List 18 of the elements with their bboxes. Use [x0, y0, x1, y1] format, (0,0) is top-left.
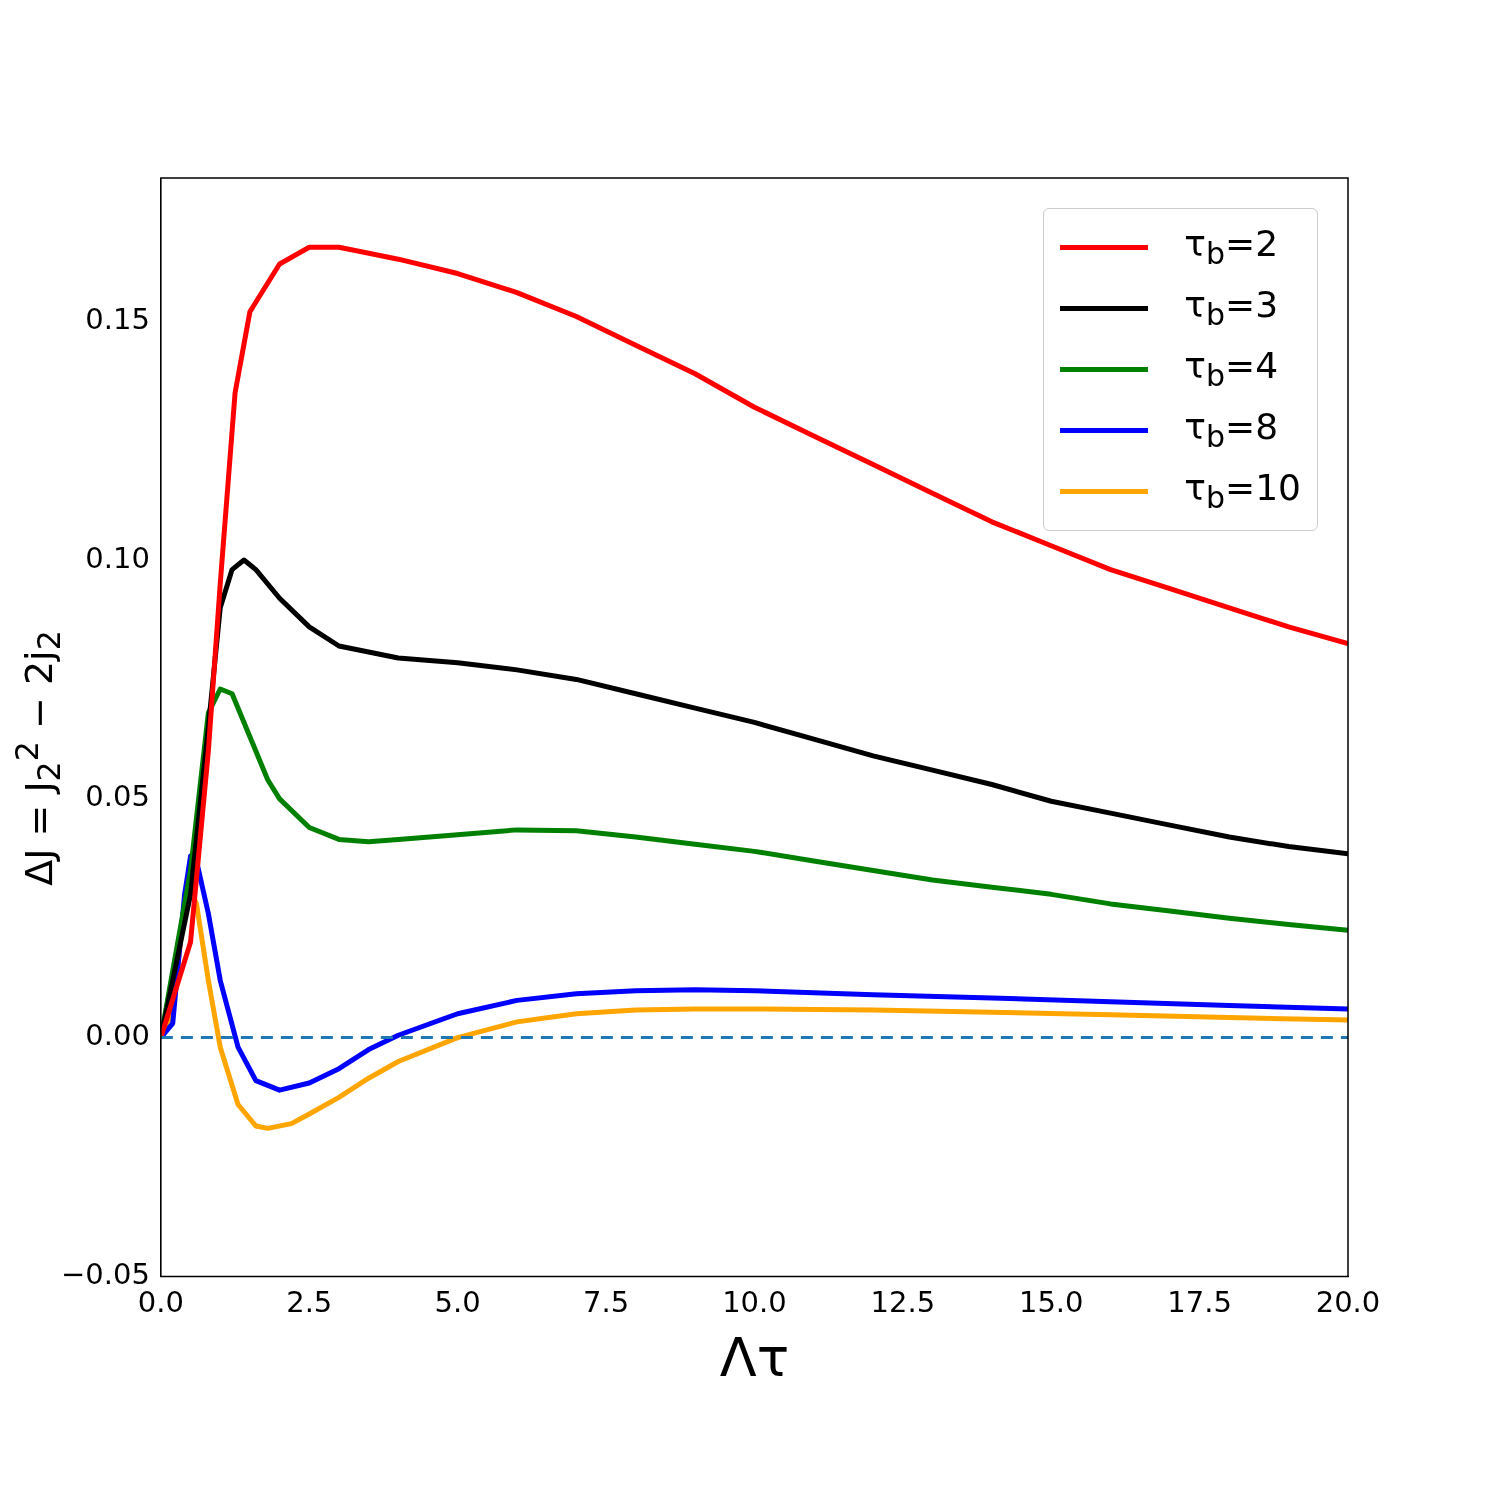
- x-tick-label: 10.0: [722, 1285, 787, 1320]
- x-tick-label: 15.0: [1018, 1285, 1084, 1320]
- y-tick-label: 0.05: [85, 779, 150, 814]
- y-tick-label: 0.10: [85, 540, 150, 575]
- legend-label: τ$_{b}$=4: [1184, 345, 1279, 394]
- x-tick-label: 17.5: [1167, 1285, 1232, 1320]
- y-tick-label: 0.15: [85, 301, 150, 336]
- legend-label: τ$_{b}$=8: [1184, 406, 1279, 455]
- x-tick-label: 5.0: [434, 1285, 481, 1320]
- x-axis-title: Λτ: [719, 1325, 790, 1389]
- legend-label: τ$_{b}$=3: [1184, 284, 1279, 333]
- x-tick-label: 20.0: [1315, 1285, 1381, 1320]
- x-tick-label: 7.5: [582, 1285, 630, 1320]
- legend-label: τ$_{b}$=10: [1184, 467, 1301, 516]
- x-tick-label: 2.5: [286, 1285, 333, 1320]
- legend-label: τ$_{b}$=2: [1184, 223, 1279, 272]
- y-tick-label: 0.00: [85, 1018, 150, 1053]
- x-tick-label: 12.5: [870, 1285, 936, 1320]
